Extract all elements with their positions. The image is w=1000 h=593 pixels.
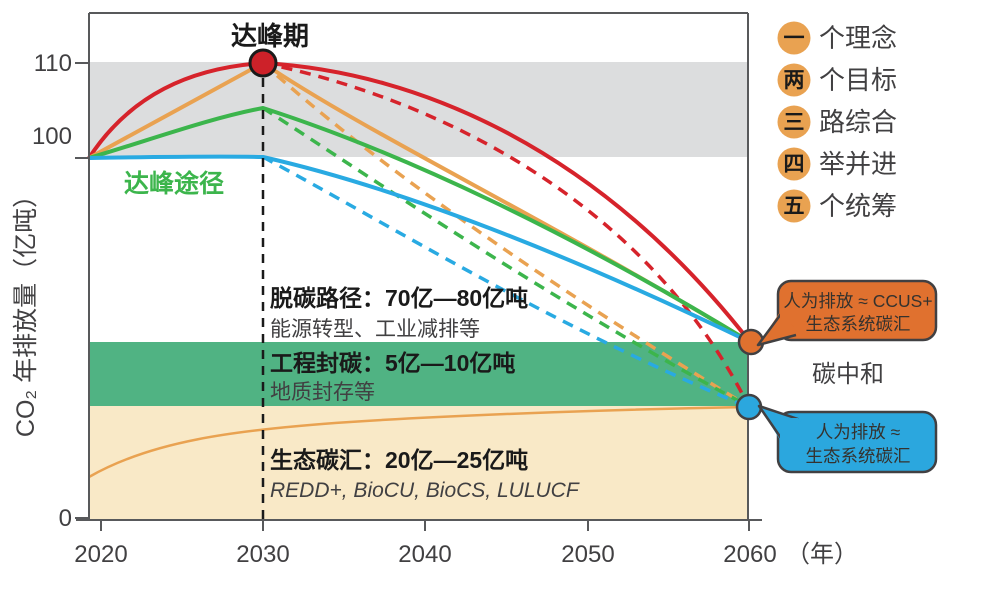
ccus-callout-line2: 生态系统碳汇 [806, 314, 911, 334]
ecological-sink-subtitle: REDD+, BioCU, BioCS, LULUCF [270, 479, 580, 502]
plot-frame [75, 12, 762, 531]
green-solid-pathway [88, 105, 752, 344]
legend-circle-five-icon [777, 189, 811, 223]
ecological-sink-band [89, 406, 748, 520]
y-axis-title: CO₂ 年排放量（亿吨） [12, 183, 40, 437]
solid-pathways [87, 60, 752, 344]
peak-point-marker [248, 48, 278, 78]
ccus-callout: 人为排放 ≈ CCUS+ 生态系统碳汇 [756, 279, 938, 347]
eco-sink-callout-line1: 人为排放 ≈ [816, 422, 901, 442]
ccus-callout-bubble [776, 279, 938, 342]
legend-circle-four-icon [777, 147, 811, 181]
legend-numeral-2: 两 [784, 69, 805, 92]
legend-label-3: 路综合 [819, 107, 897, 137]
legend-item-4: 四 举并进 [777, 147, 897, 181]
eco-sink-callout-tail-outline [757, 404, 799, 439]
legend-circle-one-icon [777, 21, 811, 55]
ccus-callout-tail-outline [756, 313, 797, 347]
legend-label-2: 个目标 [819, 65, 897, 95]
ecological-sink-title: 生态碳汇：20亿—25亿吨 [270, 447, 528, 473]
legend-circle-two-icon [777, 63, 811, 97]
red-dashed-pathway [262, 61, 750, 406]
dashed-pathways [261, 61, 750, 409]
carbon-neutral-label: 碳中和 [812, 361, 884, 388]
legend-item-1: 一 个理念 [777, 21, 897, 55]
legend-numeral-1: 一 [784, 27, 805, 50]
legend-label-5: 个统筹 [819, 191, 897, 221]
eco-sink-callout-line2: 生态系统碳汇 [806, 446, 911, 466]
ccus-callout-tail-patch [780, 300, 798, 324]
peak-period-label: 达峰期 [231, 21, 309, 51]
x-tick-label-2040: 2040 [398, 541, 451, 568]
eco-sink-growth-curve [88, 405, 749, 479]
blue-dashed-pathway [262, 155, 749, 409]
decarbonization-subtitle: 能源转型、工业减排等 [270, 318, 480, 341]
engineering-sequestration-title: 工程封碳：5亿—10亿吨 [270, 350, 515, 376]
x-tick-label-2030: 2030 [236, 541, 289, 568]
eco-sink-callout: 人为排放 ≈ 生态系统碳汇 [757, 404, 938, 474]
eco-sink-callout-bubble [776, 410, 938, 474]
neutrality-eco-marker [735, 393, 763, 421]
legend: 一 个理念 两 个目标 三 路综合 四 举并进 五 个统筹 [777, 21, 897, 223]
decarbonization-title: 脱碳路径：70亿—80亿吨 [270, 285, 528, 311]
ccus-callout-line1: 人为排放 ≈ CCUS+ [783, 291, 932, 311]
engineering-sequestration-band [89, 342, 748, 406]
legend-label-4: 举并进 [819, 149, 897, 179]
eco-sink-callout-tail-patch [780, 418, 798, 442]
blue-solid-pathway [88, 154, 751, 344]
red-solid-pathway [87, 60, 752, 344]
y-tick-label-110: 110 [34, 50, 72, 77]
legend-item-2: 两 个目标 [777, 63, 897, 97]
legend-numeral-5: 五 [784, 195, 805, 218]
legend-numeral-4: 四 [784, 153, 805, 176]
y-tick-label-100: 100 [32, 123, 72, 150]
green-dashed-pathway [262, 106, 749, 408]
x-tick-label-2020: 2020 [74, 541, 127, 568]
legend-item-3: 三 路综合 [777, 105, 897, 139]
legend-numeral-3: 三 [784, 111, 805, 134]
orange-dashed-pathway [261, 61, 749, 408]
x-tick-label-2050: 2050 [561, 541, 614, 568]
peak-path-label: 达峰途径 [124, 169, 224, 198]
x-tick-label-2060: 2060 [723, 541, 776, 568]
legend-item-5: 五 个统筹 [777, 189, 897, 223]
legend-label-1: 个理念 [819, 23, 897, 53]
engineering-sequestration-subtitle: 地质封存等 [270, 381, 375, 404]
legend-circle-three-icon [777, 105, 811, 139]
y-tick-label-0: 0 [59, 505, 72, 532]
x-axis-unit-label: （年） [786, 541, 858, 568]
